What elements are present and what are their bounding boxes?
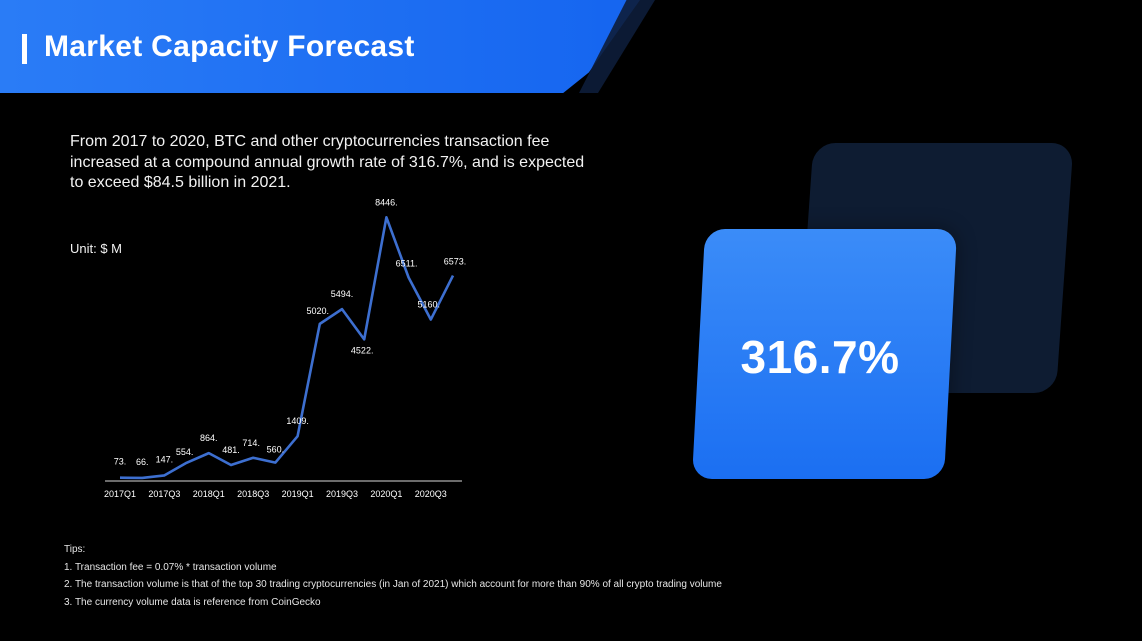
data-label: 6511. — [396, 259, 418, 269]
data-label: 8446. — [375, 197, 398, 207]
header-banner — [0, 0, 640, 93]
title-marker — [22, 34, 27, 64]
data-label: 5020. — [307, 306, 330, 316]
x-tick-label: 2018Q1 — [193, 489, 225, 499]
data-label: 73. — [114, 457, 127, 467]
data-label: 481. — [222, 445, 240, 455]
series-line — [119, 216, 455, 480]
data-label: 6573. — [444, 257, 467, 267]
tip-item: 2. The transaction volume is that of the… — [64, 579, 722, 590]
tips-heading: Tips: — [64, 544, 86, 555]
x-tick-label: 2018Q3 — [237, 489, 269, 499]
cagr-highlight-value: 316.7% — [740, 331, 900, 383]
data-label: 147. — [156, 454, 174, 464]
data-label: 1409. — [286, 416, 309, 426]
data-label: 560. — [267, 445, 285, 455]
x-tick-label: 2019Q3 — [326, 489, 358, 499]
description-text: From 2017 to 2020, BTC and other cryptoc… — [70, 133, 585, 191]
x-tick-label: 2017Q1 — [104, 489, 136, 499]
x-tick-label: 2019Q1 — [282, 489, 314, 499]
page-title: Market Capacity Forecast — [44, 30, 415, 63]
data-label: 554. — [176, 447, 194, 457]
unit-label: Unit: $ M — [70, 241, 123, 256]
x-tick-label: 2020Q3 — [415, 489, 447, 499]
data-label: 714. — [242, 438, 260, 448]
x-tick-label: 2017Q3 — [148, 489, 180, 499]
tip-item: 1. Transaction fee = 0.07% * transaction… — [64, 561, 277, 573]
x-tick-label: 2020Q1 — [370, 489, 402, 499]
data-label: 5494. — [331, 289, 354, 299]
tips-section: Tips: 1. Transaction fee = 0.07% * trans… — [64, 541, 722, 611]
tip-item: 3. The currency volume data is reference… — [64, 596, 321, 608]
data-label: 66. — [136, 457, 149, 467]
data-label: 4522. — [351, 345, 374, 355]
data-label: 5160. — [418, 300, 441, 310]
data-label: 864. — [200, 433, 218, 443]
